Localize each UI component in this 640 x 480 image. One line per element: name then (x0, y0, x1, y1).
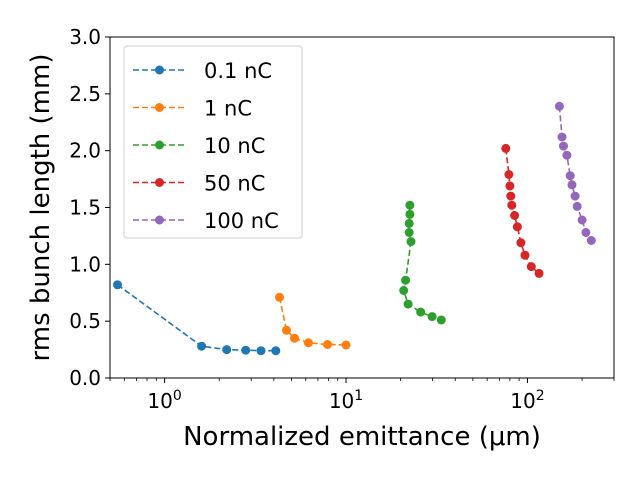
data-point (427, 312, 437, 322)
legend-box (123, 45, 303, 239)
data-point (562, 150, 572, 160)
y-tick-label: 2.5 (69, 82, 101, 106)
y-axis-label: rms bunch length (mm) (26, 54, 56, 362)
data-point (405, 209, 415, 219)
series-layer (113, 101, 596, 356)
legend-label: 100 nC (204, 209, 279, 233)
data-point (113, 280, 122, 290)
y-tick-label: 3.0 (69, 25, 101, 49)
data-point (516, 238, 526, 248)
data-point (559, 141, 568, 151)
data-point (577, 215, 587, 225)
data-point (416, 307, 426, 317)
data-point (554, 101, 564, 111)
data-point (290, 333, 299, 343)
x-tick-label: 101 (329, 388, 363, 413)
data-point (565, 171, 575, 181)
legend-label: 1 nC (204, 97, 252, 121)
data-point (401, 275, 411, 285)
y-tick-label: 0.5 (69, 309, 101, 333)
data-point (241, 345, 251, 355)
data-point (506, 191, 516, 201)
data-point (275, 292, 284, 302)
data-point (406, 237, 416, 247)
data-point (520, 250, 530, 260)
legend-entry: 1 nC (133, 97, 252, 121)
legend: 0.1 nC 1 nC 10 nC 50 nC 100 nC (123, 45, 303, 239)
legend-entry: 50 nC (133, 172, 265, 196)
data-point (512, 222, 522, 232)
legend-swatch-marker (155, 178, 164, 187)
data-point (271, 346, 281, 356)
legend-swatch-marker (155, 103, 164, 112)
legend-entry: 10 nC (133, 134, 265, 158)
x-tick-label: 102 (510, 388, 544, 413)
data-point (504, 170, 514, 179)
x-tick-label: 100 (147, 388, 181, 413)
data-point (534, 268, 544, 278)
data-point (507, 200, 517, 210)
data-point (197, 341, 207, 351)
data-point (557, 132, 567, 142)
data-point (222, 345, 232, 355)
y-tick-label: 1.5 (69, 196, 101, 220)
data-point (586, 236, 596, 245)
data-point (256, 346, 266, 356)
data-point (505, 181, 515, 191)
y-tick-label: 1.0 (69, 252, 101, 276)
data-point (405, 200, 415, 210)
data-point (501, 143, 511, 153)
data-point (341, 340, 351, 350)
legend-label: 0.1 nC (204, 59, 272, 83)
data-point (572, 201, 582, 211)
legend-swatch-marker (155, 215, 164, 225)
data-point (510, 211, 520, 220)
data-point (323, 340, 332, 349)
legend-label: 10 nC (204, 134, 265, 158)
series-0 (113, 280, 281, 356)
x-axis-label: Normalized emittance (μm) (183, 422, 541, 452)
legend-entry: 100 nC (133, 209, 279, 233)
series-2 (399, 200, 446, 325)
data-point (403, 299, 413, 309)
data-point (567, 180, 577, 190)
data-point (303, 338, 313, 348)
data-point (436, 315, 446, 325)
data-point (404, 228, 414, 237)
legend-label: 50 nC (204, 172, 265, 196)
y-tick-label: 0.0 (69, 366, 101, 390)
data-point (282, 325, 291, 335)
series-1 (275, 292, 351, 350)
data-point (526, 262, 536, 272)
series-3 (501, 143, 544, 278)
data-point (399, 286, 409, 295)
data-point (570, 191, 580, 201)
legend-swatch-marker (155, 140, 164, 150)
legend-swatch-marker (155, 65, 164, 75)
data-point (404, 218, 414, 228)
plot-frame (109, 36, 615, 379)
data-point (581, 228, 591, 237)
series-4 (554, 101, 596, 245)
legend-entry: 0.1 nC (133, 59, 272, 83)
y-tick-label: 2.0 (69, 139, 101, 163)
